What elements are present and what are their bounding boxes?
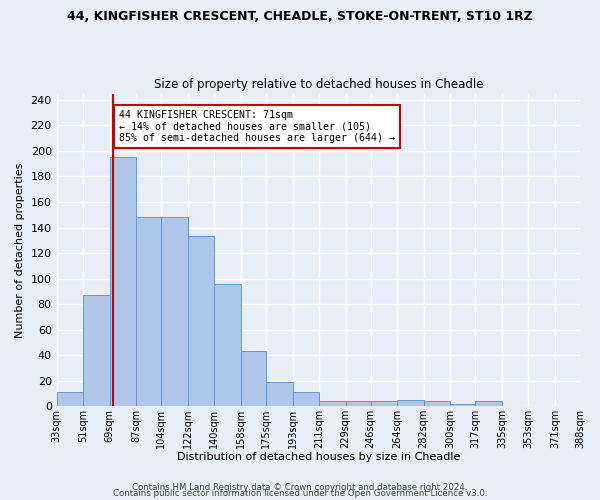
Bar: [214, 284, 241, 406]
Bar: [136, 218, 161, 406]
X-axis label: Distribution of detached houses by size in Cheadle: Distribution of detached houses by size …: [176, 452, 460, 462]
Text: 44, KINGFISHER CRESCENT, CHEADLE, STOKE-ON-TRENT, ST10 1RZ: 44, KINGFISHER CRESCENT, CHEADLE, STOKE-…: [67, 10, 533, 23]
Text: Contains HM Land Registry data © Crown copyright and database right 2024.: Contains HM Land Registry data © Crown c…: [132, 484, 468, 492]
Y-axis label: Number of detached properties: Number of detached properties: [15, 162, 25, 338]
Bar: [371, 401, 397, 406]
Bar: [266, 382, 293, 406]
Bar: [450, 404, 475, 406]
Bar: [475, 401, 502, 406]
Bar: [83, 295, 110, 406]
Bar: [241, 352, 266, 406]
Text: Contains public sector information licensed under the Open Government Licence v3: Contains public sector information licen…: [113, 490, 487, 498]
Text: 44 KINGFISHER CRESCENT: 71sqm
← 14% of detached houses are smaller (105)
85% of : 44 KINGFISHER CRESCENT: 71sqm ← 14% of d…: [119, 110, 395, 144]
Bar: [161, 218, 188, 406]
Bar: [424, 401, 450, 406]
Bar: [188, 236, 214, 406]
Bar: [319, 401, 346, 406]
Bar: [397, 400, 424, 406]
Title: Size of property relative to detached houses in Cheadle: Size of property relative to detached ho…: [154, 78, 483, 91]
Bar: [293, 392, 319, 406]
Bar: [56, 392, 83, 406]
Bar: [346, 401, 371, 406]
Bar: [110, 158, 136, 406]
